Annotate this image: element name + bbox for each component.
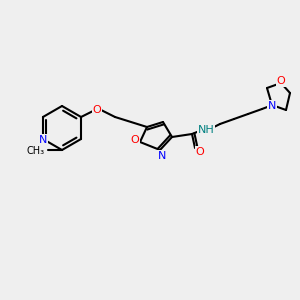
- Text: N: N: [268, 101, 276, 111]
- Text: N: N: [39, 135, 47, 145]
- Text: N: N: [158, 151, 166, 161]
- Text: O: O: [93, 105, 101, 115]
- Text: CH₃: CH₃: [27, 146, 45, 156]
- Text: O: O: [277, 76, 285, 86]
- Text: O: O: [196, 147, 204, 157]
- Text: NH: NH: [198, 125, 214, 135]
- Text: O: O: [130, 135, 140, 145]
